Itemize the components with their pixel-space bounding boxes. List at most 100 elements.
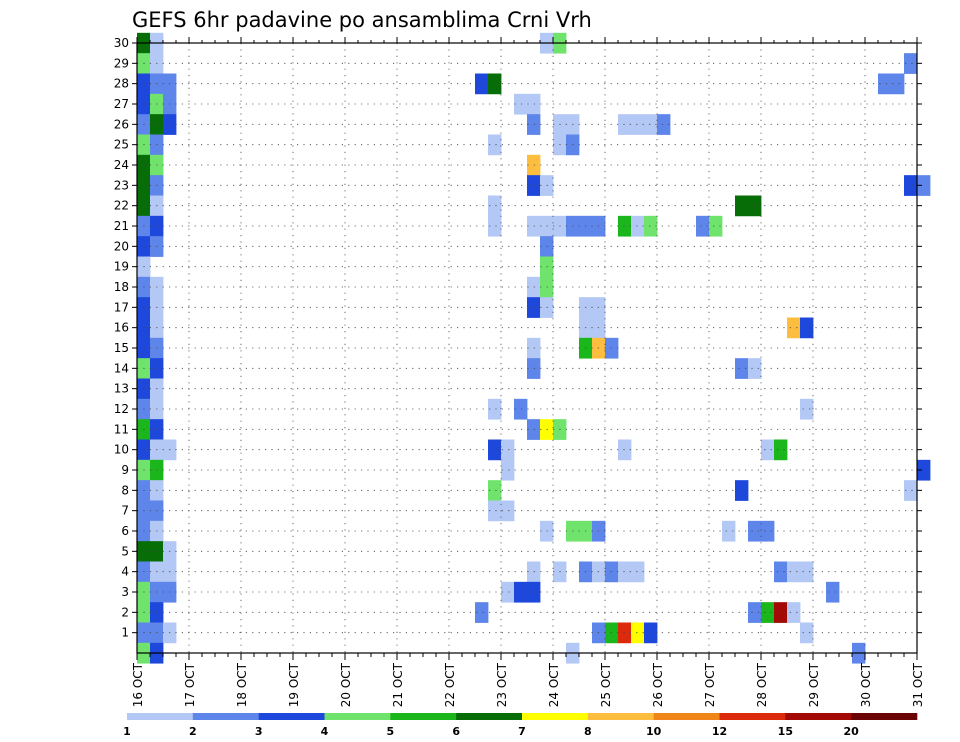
heatmap-cells: [137, 32, 931, 664]
y-tick-label: 26: [114, 117, 129, 131]
heatmap-cell: [709, 215, 723, 237]
y-tick-label: 5: [121, 544, 129, 558]
y-tick-label: 11: [114, 422, 129, 436]
heatmap-cell: [475, 602, 489, 623]
y-axis: 1234567891011121314151617181920212223242…: [114, 36, 922, 640]
x-tick-label: 22 OCT: [443, 662, 457, 707]
heatmap-cell: [488, 439, 502, 461]
heatmap-cell: [735, 195, 762, 217]
y-tick-label: 27: [114, 97, 129, 111]
x-axis: 16 OCT 17 OCT 18 OCT 19 OCT 20 OCT 21 OCT 22 O…: [131, 37, 925, 707]
colorbar-label: 7: [518, 725, 526, 738]
heatmap-cell: [527, 561, 541, 583]
heatmap-cell: [644, 215, 658, 237]
y-tick-label: 19: [114, 260, 129, 274]
x-tick-label: 31 OCT: [911, 662, 925, 707]
heatmap-cell: [527, 154, 541, 176]
heatmap-cell: [774, 439, 788, 461]
colorbar-label: 20: [844, 725, 860, 738]
y-tick-label: 4: [121, 565, 129, 579]
chart-title: GEFS 6hr padavine po ansamblima Crni Vrh: [132, 8, 592, 32]
heatmap-cell: [514, 581, 541, 603]
x-tick-label: 26 OCT: [651, 662, 665, 707]
y-tick-label: 2: [121, 605, 129, 619]
heatmap-cell: [800, 622, 814, 644]
heatmap-cell: [527, 276, 541, 298]
x-tick-label: 18 OCT: [235, 662, 249, 707]
heatmap-cell: [904, 175, 918, 196]
heatmap-cell: [787, 317, 801, 339]
colorbar-label: 12: [712, 725, 727, 738]
colorbar-segment: [127, 713, 194, 720]
colorbar-label: 8: [584, 725, 592, 738]
heatmap-cell: [618, 439, 632, 461]
heatmap-cell: [488, 215, 502, 237]
colorbar-segment: [587, 713, 654, 720]
colorbar-label: 1: [123, 725, 131, 738]
heatmap-cell: [631, 622, 645, 644]
y-tick-label: 29: [114, 56, 129, 70]
heatmap-cell: [748, 602, 762, 623]
heatmap-cell: [514, 398, 528, 420]
y-tick-label: 24: [114, 158, 129, 172]
y-tick-label: 20: [114, 239, 129, 253]
heatmap-cell: [787, 561, 814, 583]
heatmap-cell: [527, 114, 541, 135]
heatmap-cell: [644, 622, 658, 644]
colorbar-label: 5: [387, 725, 395, 738]
colorbar-segment: [258, 713, 325, 720]
heatmap-cell: [501, 581, 515, 603]
y-tick-label: 23: [114, 178, 129, 192]
y-tick-label: 12: [114, 402, 129, 416]
colorbar-segment: [390, 713, 457, 720]
x-tick-label: 28 OCT: [755, 662, 769, 707]
heatmap-cell: [761, 439, 775, 461]
heatmap-cell: [618, 561, 645, 583]
y-tick-label: 1: [121, 626, 129, 640]
heatmap-cell: [735, 480, 749, 501]
colorbar-segment: [456, 713, 523, 720]
heatmap-cell: [501, 459, 515, 481]
x-tick-label: 23 OCT: [495, 662, 509, 707]
heatmap-cell: [618, 114, 658, 135]
heatmap-cell: [488, 480, 502, 501]
y-tick-label: 28: [114, 77, 129, 91]
heatmap-cell: [774, 602, 788, 623]
colorbar-label: 10: [646, 725, 662, 738]
colorbar-segment: [851, 713, 918, 720]
heatmap-cell: [878, 73, 905, 95]
x-tick-label: 19 OCT: [287, 662, 301, 707]
colorbar-label: 6: [452, 725, 460, 738]
heatmap-cell: [618, 215, 632, 237]
heatmap-cell: [761, 602, 775, 623]
heatmap-cell: [748, 358, 762, 379]
heatmap-cell: [748, 520, 775, 542]
colorbar-segment: [522, 713, 589, 720]
y-tick-label: 3: [121, 585, 129, 599]
heatmap-cell: [696, 215, 710, 237]
heatmap-cell: [917, 175, 931, 196]
heatmap-cell: [618, 622, 632, 644]
x-tick-label: 29 OCT: [807, 662, 821, 707]
heatmap-cell: [475, 73, 489, 95]
y-tick-label: 18: [114, 280, 129, 294]
heatmap-cell: [904, 480, 918, 501]
heatmap-cell: [527, 175, 541, 196]
heatmap-cell: [488, 73, 502, 95]
heatmap-cell: [917, 459, 931, 481]
colorbar-segment: [324, 713, 391, 720]
heatmap-cell: [722, 520, 736, 542]
y-tick-label: 17: [114, 300, 129, 314]
heatmap-cell: [735, 358, 749, 379]
colorbar-label: 3: [255, 725, 263, 738]
y-tick-label: 22: [114, 199, 129, 213]
y-tick-label: 14: [114, 361, 129, 375]
x-tick-label: 21 OCT: [391, 662, 405, 707]
x-tick-label: 24 OCT: [547, 662, 561, 707]
heatmap-cell: [527, 297, 541, 318]
y-tick-label: 6: [121, 524, 129, 538]
y-tick-label: 16: [114, 321, 129, 335]
heatmap-cell: [488, 195, 502, 217]
y-tick-label: 15: [114, 341, 129, 355]
colorbar-segment: [192, 713, 259, 720]
